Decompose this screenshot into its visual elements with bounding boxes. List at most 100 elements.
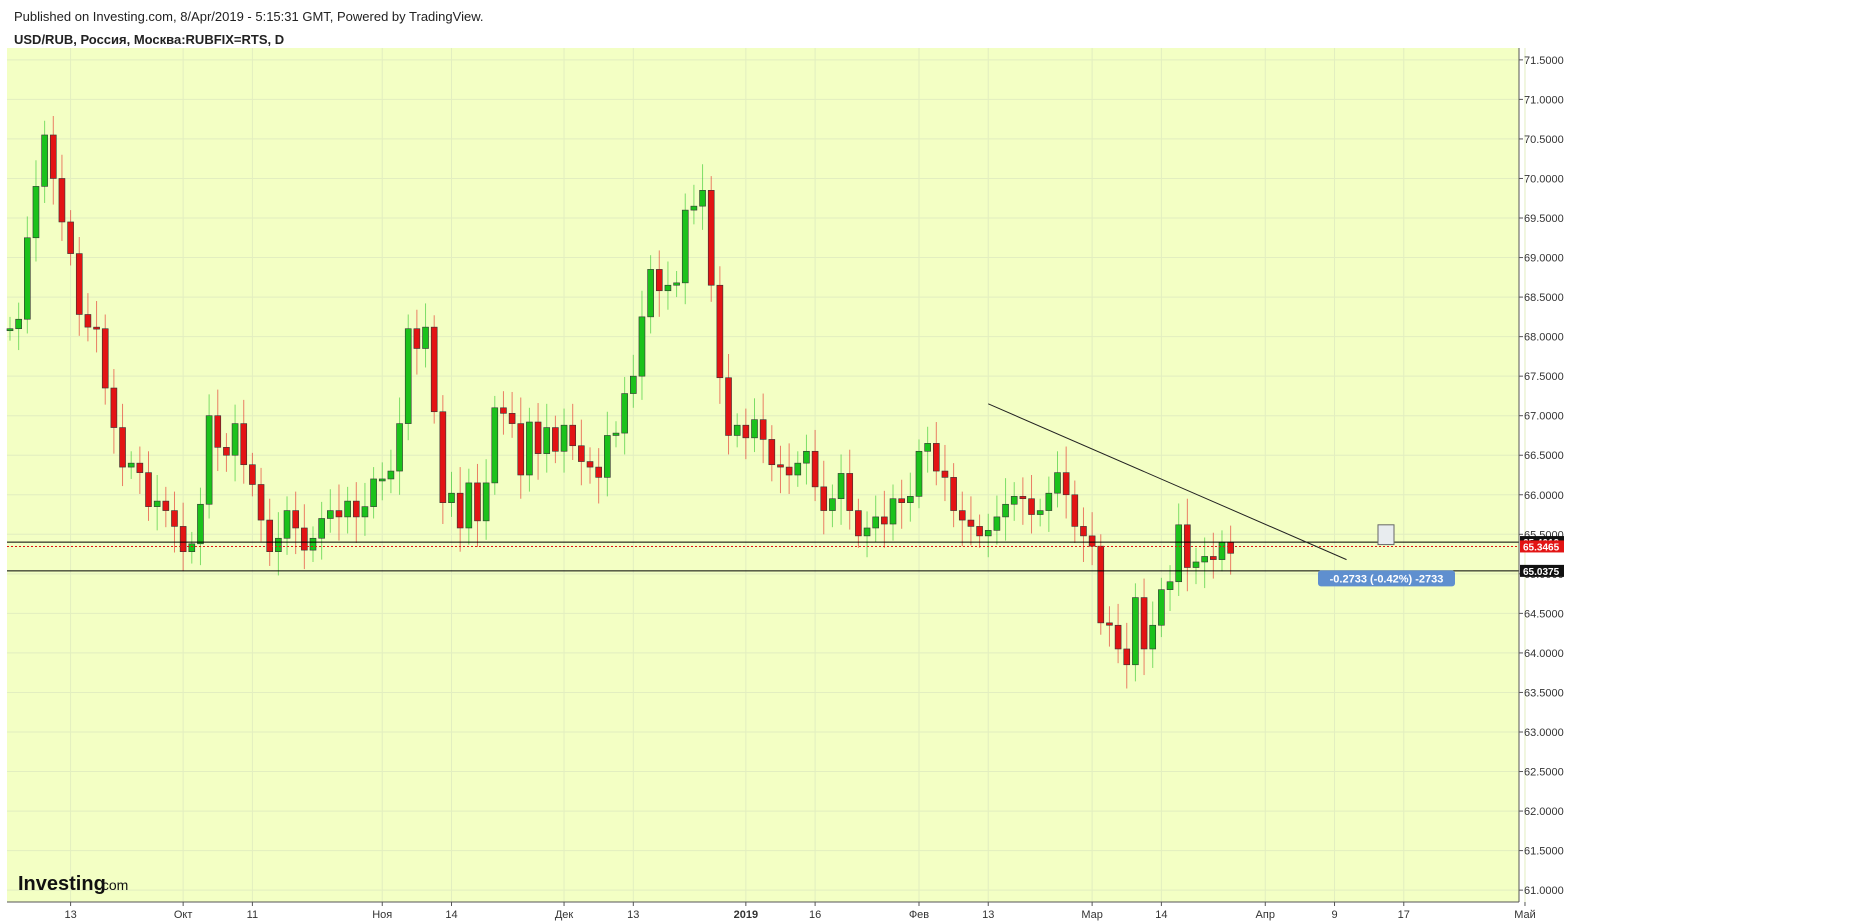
y-tick-label: 69.0000	[1524, 253, 1564, 265]
candle	[742, 408, 750, 460]
candle-body	[1019, 496, 1027, 500]
candle-body	[1071, 494, 1079, 527]
candle	[647, 255, 654, 334]
candle	[301, 504, 308, 570]
candle-body	[448, 492, 455, 503]
candle-body	[32, 186, 40, 239]
candle	[67, 210, 74, 266]
candle	[188, 531, 196, 564]
candle-body	[768, 439, 776, 466]
candle	[846, 449, 854, 530]
candle-body	[924, 443, 931, 452]
candle-body	[898, 498, 905, 503]
x-axis[interactable]: 13 Окт 11 Ноя 14 Дек 13 2019 16 Фев 13 Мар 14 Апр 9 17 М…	[64, 902, 1536, 921]
candle	[1132, 583, 1139, 682]
y-tick-label: 68.0000	[1524, 332, 1564, 344]
y-tick-label: 71.0000	[1524, 94, 1564, 106]
candle-body	[197, 503, 204, 545]
horizontal-lines	[7, 541, 1519, 572]
x-tick-label: 2019	[734, 909, 758, 921]
candle	[699, 164, 706, 230]
candle	[1010, 482, 1018, 521]
candle-body	[699, 190, 706, 207]
candle	[690, 184, 698, 225]
x-tick-label: Мар	[1081, 909, 1103, 921]
candle-body	[162, 500, 170, 511]
candle-body	[552, 427, 559, 452]
candle-body	[327, 510, 334, 519]
candle	[552, 415, 559, 464]
candle-body	[136, 462, 144, 473]
measure-label: -0.2733 (-0.42%) -2733	[1330, 573, 1444, 585]
candle-body	[49, 134, 57, 179]
candle-body	[127, 462, 135, 468]
candle-body	[266, 519, 274, 553]
candle-body	[491, 407, 499, 484]
y-axis[interactable]: 71.5000 71.0000 70.5000 70.0000 69.5000 69.00…	[1519, 55, 1564, 897]
candle	[197, 487, 204, 566]
candle	[751, 398, 758, 453]
candle-body	[1149, 624, 1157, 650]
candle	[500, 391, 507, 435]
candle	[439, 395, 447, 525]
y-tick-label: 70.5000	[1524, 134, 1564, 146]
candle	[759, 393, 767, 464]
candle-body	[301, 527, 308, 551]
candle	[768, 425, 776, 482]
candle	[327, 489, 334, 533]
candle-body	[283, 510, 291, 539]
candle-body	[292, 510, 299, 529]
candle-body	[214, 415, 222, 448]
x-tick-label: 17	[1398, 909, 1410, 921]
candle-body	[231, 423, 239, 456]
candle-body	[534, 421, 542, 454]
candle	[733, 413, 741, 448]
candle	[621, 376, 628, 455]
candle	[526, 407, 533, 492]
candle	[41, 120, 48, 203]
candle-body	[153, 500, 161, 507]
candle-body	[179, 526, 187, 553]
candle	[266, 498, 274, 566]
candle	[1036, 498, 1044, 527]
y-tick-label: 61.0000	[1524, 885, 1564, 897]
investing-logo: Investing .com	[18, 873, 128, 895]
candle-body	[119, 427, 126, 468]
candle-body	[595, 466, 602, 478]
candle	[292, 491, 299, 555]
candle-body	[75, 253, 83, 315]
candle-body	[101, 328, 109, 389]
candle-body	[993, 516, 1001, 531]
measure-handle[interactable]	[1377, 524, 1395, 546]
candle-body	[67, 221, 74, 254]
measure-tool[interactable]: -0.2733 (-0.42%) -2733	[1318, 524, 1455, 587]
price-tag: 65.0375	[1523, 567, 1560, 578]
candle	[396, 397, 403, 495]
candle	[664, 261, 672, 310]
candle	[560, 408, 568, 473]
candle	[283, 496, 291, 555]
candle-body	[1045, 492, 1053, 511]
candle	[214, 389, 222, 472]
candle-body	[820, 486, 828, 511]
candle	[422, 303, 429, 368]
candle	[872, 495, 880, 543]
candle-body	[474, 482, 481, 522]
candle-body	[716, 284, 724, 379]
candle	[517, 397, 525, 499]
candle	[145, 451, 152, 521]
candle-body	[1140, 597, 1148, 650]
candle-body	[439, 411, 447, 503]
candle-body	[725, 377, 732, 436]
candle	[430, 315, 438, 424]
candle	[604, 411, 611, 497]
candle-body	[1002, 503, 1009, 518]
candle-body	[950, 477, 957, 511]
candle	[578, 419, 585, 486]
candle-body	[240, 423, 248, 466]
candle	[655, 250, 663, 317]
candle	[413, 309, 421, 375]
trend-line[interactable]	[988, 403, 1347, 561]
